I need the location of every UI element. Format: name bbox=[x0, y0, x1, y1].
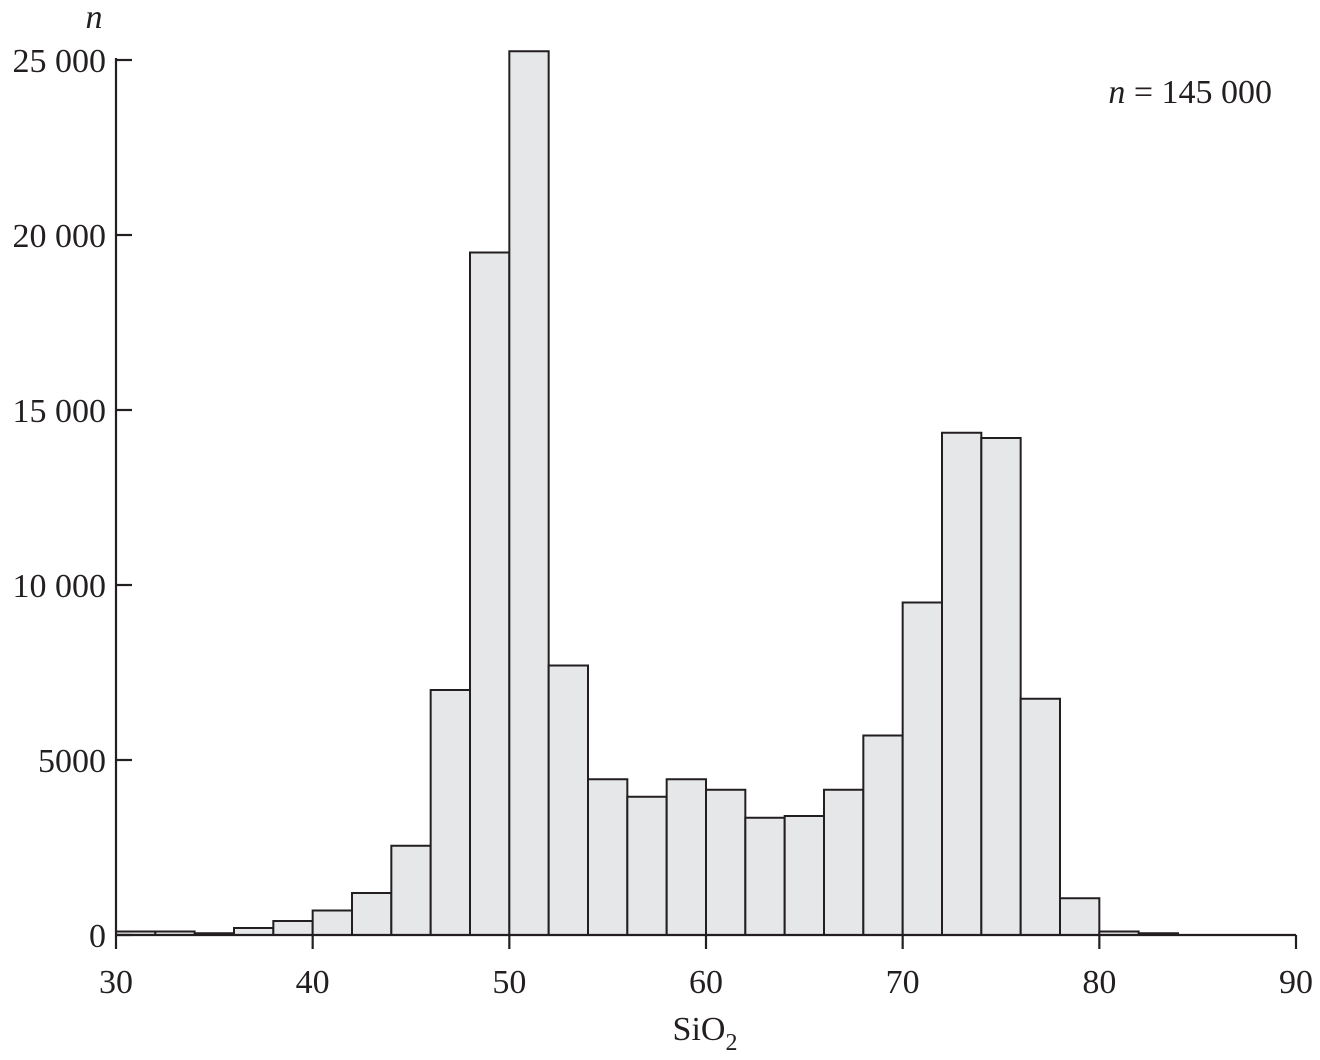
y-ticks-group: 0 5000 10 000 15 000 20 000 25 000 bbox=[13, 43, 132, 955]
histogram-bar bbox=[587, 778, 629, 936]
histogram-bar bbox=[783, 815, 826, 936]
y-axis-label: n bbox=[86, 0, 103, 36]
histogram-bar bbox=[980, 437, 1022, 936]
annotation-text: = 145 000 bbox=[1125, 74, 1272, 111]
histogram-bar bbox=[744, 816, 786, 936]
histogram-bar bbox=[705, 788, 747, 936]
x-axis-label-subscript: 2 bbox=[725, 1030, 737, 1056]
histogram-bar bbox=[351, 892, 393, 936]
histogram-bar bbox=[311, 909, 353, 936]
histogram-bar bbox=[547, 664, 590, 936]
x-tick-label: 80 bbox=[1082, 964, 1116, 1001]
y-tick-label: 15 000 bbox=[13, 393, 107, 430]
y-tick-label: 10 000 bbox=[13, 568, 107, 605]
histogram-bar bbox=[823, 788, 865, 936]
x-tick-label: 30 bbox=[99, 964, 133, 1001]
y-tick-label: 0 bbox=[89, 918, 106, 955]
histogram-bar bbox=[665, 778, 708, 936]
bars-group bbox=[115, 50, 1179, 936]
histogram-bar bbox=[941, 431, 983, 936]
histogram-bar bbox=[429, 689, 471, 936]
x-tick-label: 90 bbox=[1279, 964, 1313, 1001]
histogram-bar bbox=[626, 795, 668, 936]
y-tick-label: 25 000 bbox=[13, 43, 107, 80]
x-tick-label: 40 bbox=[296, 964, 330, 1001]
histogram-bar bbox=[390, 844, 432, 936]
histogram-bar bbox=[469, 251, 511, 936]
x-ticks-group: 30 40 50 60 70 80 90 bbox=[99, 935, 1313, 1001]
histogram-bar bbox=[1019, 697, 1062, 936]
histogram-bar bbox=[272, 920, 314, 936]
histogram-bar bbox=[901, 601, 944, 936]
sample-size-annotation: n = 145 000 bbox=[1108, 74, 1272, 111]
x-tick-label: 60 bbox=[689, 964, 723, 1001]
x-tick-label: 50 bbox=[492, 964, 526, 1001]
annotation-prefix: n bbox=[1108, 74, 1125, 111]
histogram-bar bbox=[1059, 897, 1101, 936]
x-axis-label: SiO2 bbox=[673, 1011, 738, 1056]
x-tick-label: 70 bbox=[886, 964, 920, 1001]
x-axis-label-main: SiO bbox=[673, 1011, 726, 1048]
y-tick-label: 20 000 bbox=[13, 218, 107, 255]
y-tick-label: 5000 bbox=[38, 743, 106, 780]
histogram-bar bbox=[508, 50, 550, 936]
histogram-bar bbox=[862, 734, 904, 936]
